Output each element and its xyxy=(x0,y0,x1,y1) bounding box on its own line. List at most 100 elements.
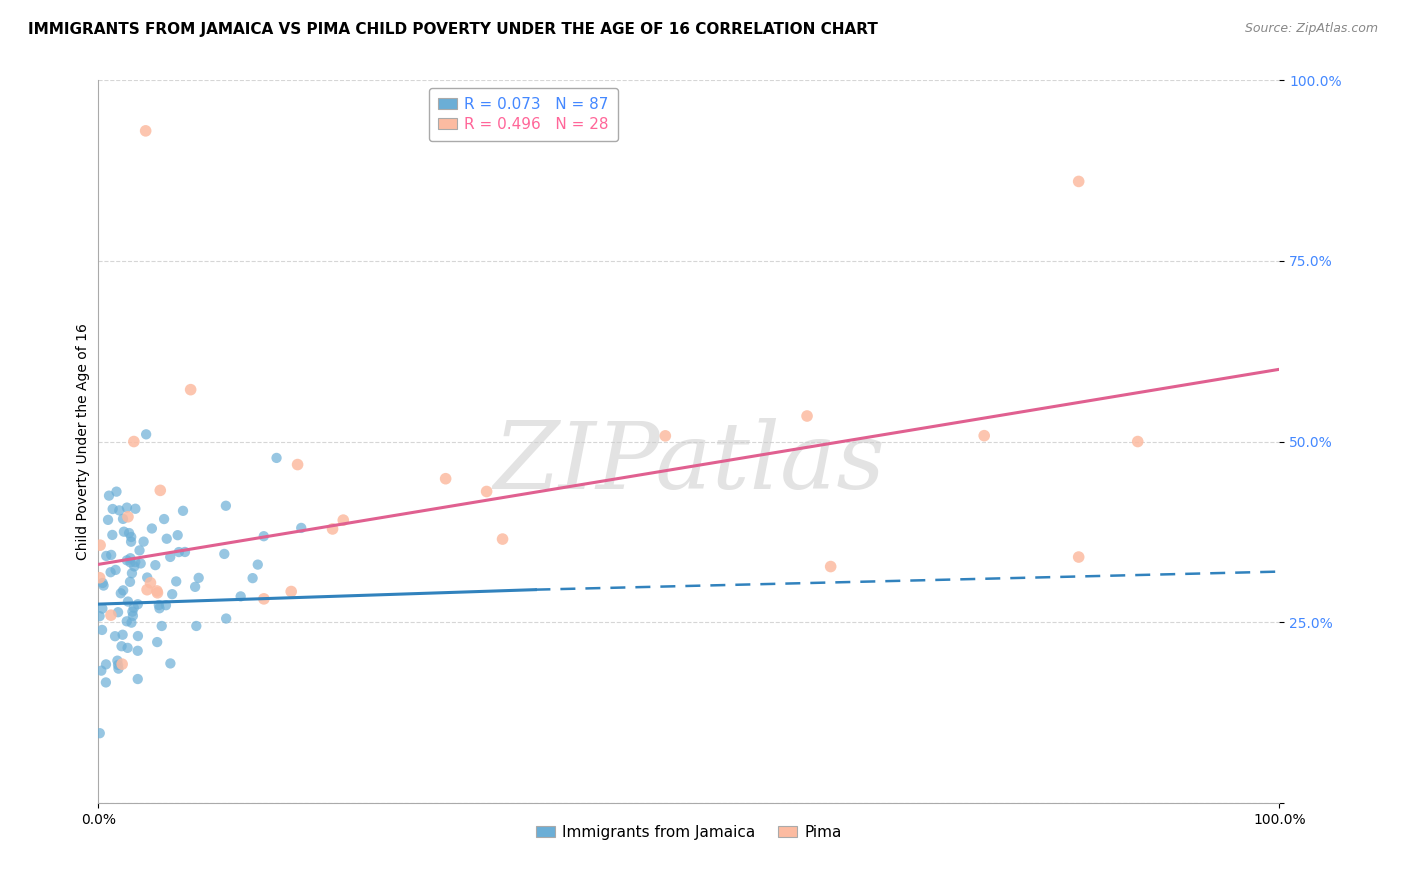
Point xyxy=(107,654,129,668)
Point xyxy=(107,662,129,676)
Point xyxy=(136,582,159,597)
Point xyxy=(180,383,202,397)
Point xyxy=(91,623,114,637)
Point xyxy=(139,575,162,590)
Point xyxy=(149,483,172,498)
Point xyxy=(118,574,141,589)
Point xyxy=(94,675,117,690)
Point xyxy=(89,609,111,624)
Text: IMMIGRANTS FROM JAMAICA VS PIMA CHILD POVERTY UNDER THE AGE OF 16 CORRELATION CH: IMMIGRANTS FROM JAMAICA VS PIMA CHILD PO… xyxy=(28,22,877,37)
Point xyxy=(215,499,238,513)
Point xyxy=(122,600,145,615)
Point xyxy=(280,584,302,599)
Point xyxy=(96,549,118,563)
Point xyxy=(98,489,121,503)
Point xyxy=(100,608,122,623)
Point xyxy=(115,500,138,515)
Point xyxy=(146,583,169,598)
Point xyxy=(146,635,169,649)
Text: ZIPatlas: ZIPatlas xyxy=(494,418,884,508)
Point xyxy=(135,124,157,138)
Point xyxy=(973,428,995,442)
Point xyxy=(129,557,152,571)
Point xyxy=(654,429,676,443)
Point xyxy=(120,551,142,566)
Point xyxy=(89,538,111,552)
Point xyxy=(120,534,142,549)
Point xyxy=(97,513,120,527)
Point xyxy=(110,639,132,653)
Point xyxy=(159,549,181,564)
Point xyxy=(104,629,127,643)
Point xyxy=(143,558,166,573)
Point xyxy=(89,726,111,740)
Point xyxy=(124,559,146,574)
Point xyxy=(100,548,122,562)
Point xyxy=(111,657,134,672)
Point xyxy=(120,530,142,544)
Point xyxy=(90,664,112,678)
Point xyxy=(820,559,842,574)
Point xyxy=(115,553,138,567)
Point xyxy=(132,534,155,549)
Point xyxy=(111,512,134,526)
Point xyxy=(122,434,145,449)
Point xyxy=(174,545,197,559)
Y-axis label: Child Poverty Under the Age of 16: Child Poverty Under the Age of 16 xyxy=(76,323,90,560)
Point xyxy=(165,574,187,589)
Point xyxy=(148,601,170,615)
Point xyxy=(121,615,143,630)
Point xyxy=(155,599,177,613)
Point xyxy=(167,545,190,559)
Point xyxy=(111,628,134,642)
Point xyxy=(246,558,269,572)
Point xyxy=(91,576,114,591)
Point xyxy=(89,571,111,585)
Point xyxy=(115,615,138,629)
Point xyxy=(127,672,149,686)
Point xyxy=(120,556,142,570)
Point xyxy=(475,484,498,499)
Point xyxy=(110,586,132,600)
Point xyxy=(101,502,124,516)
Point xyxy=(104,563,127,577)
Point xyxy=(332,513,354,527)
Point xyxy=(136,570,159,584)
Point xyxy=(118,526,141,541)
Legend: Immigrants from Jamaica, Pima: Immigrants from Jamaica, Pima xyxy=(530,819,848,846)
Point xyxy=(1126,434,1149,449)
Point xyxy=(100,566,122,580)
Point xyxy=(160,587,183,601)
Text: Source: ZipAtlas.com: Source: ZipAtlas.com xyxy=(1244,22,1378,36)
Point xyxy=(112,583,135,598)
Point xyxy=(290,521,312,535)
Point xyxy=(322,522,344,536)
Point xyxy=(491,532,513,546)
Point xyxy=(117,509,139,524)
Point xyxy=(112,524,135,539)
Point xyxy=(1067,174,1090,188)
Point xyxy=(253,529,276,543)
Point xyxy=(121,605,143,619)
Point xyxy=(1067,549,1090,564)
Point xyxy=(150,619,173,633)
Point xyxy=(93,578,115,592)
Point xyxy=(105,484,128,499)
Point xyxy=(135,427,157,442)
Point xyxy=(229,590,252,604)
Point xyxy=(187,571,209,585)
Point xyxy=(127,597,149,611)
Point xyxy=(287,458,309,472)
Point xyxy=(121,566,143,581)
Point xyxy=(153,512,176,526)
Point xyxy=(253,591,276,606)
Point xyxy=(124,555,146,569)
Point xyxy=(124,501,146,516)
Point xyxy=(184,580,207,594)
Point xyxy=(434,472,457,486)
Point xyxy=(172,504,194,518)
Point xyxy=(94,657,117,672)
Point xyxy=(101,528,124,542)
Point xyxy=(215,611,238,625)
Point xyxy=(91,601,114,615)
